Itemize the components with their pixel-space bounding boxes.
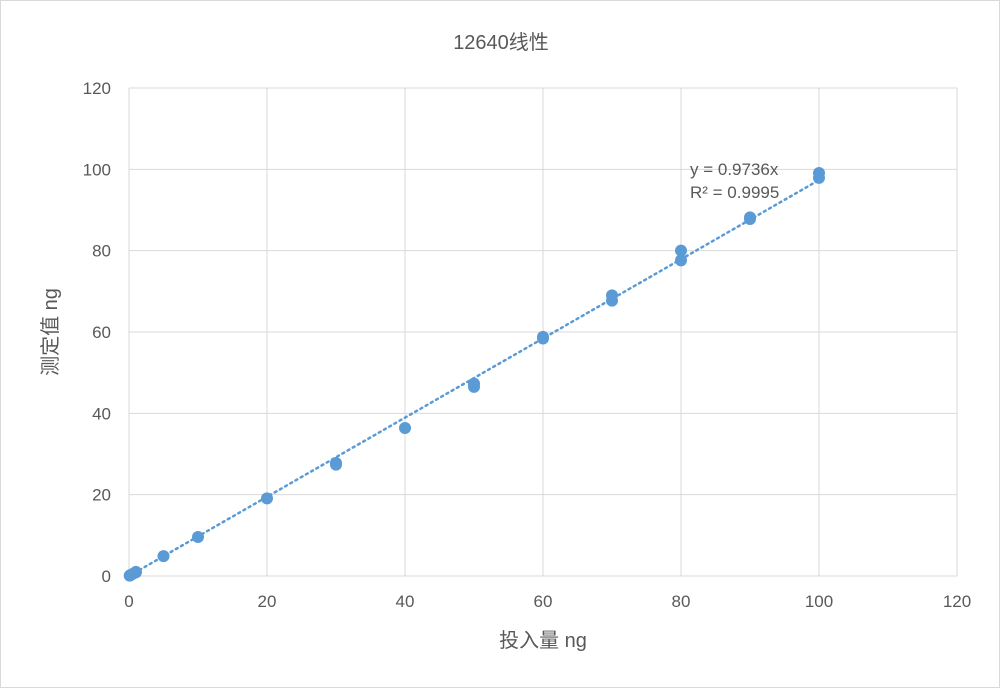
y-tick-label: 80 bbox=[92, 242, 111, 261]
data-point bbox=[606, 294, 618, 307]
y-tick-label: 120 bbox=[83, 79, 111, 98]
x-tick-label: 0 bbox=[124, 592, 133, 611]
x-tick-label: 80 bbox=[672, 592, 691, 611]
x-axis-ticks: 0 20 40 60 80 100 120 bbox=[124, 592, 971, 611]
data-point bbox=[813, 171, 825, 184]
data-point bbox=[537, 332, 549, 345]
trendline-r-squared: R² = 0.9995 bbox=[690, 183, 779, 202]
y-axis-ticks: 0 20 40 60 80 100 120 bbox=[83, 79, 111, 586]
data-point bbox=[744, 212, 756, 225]
data-point bbox=[261, 492, 273, 505]
x-tick-label: 100 bbox=[805, 592, 833, 611]
y-tick-label: 20 bbox=[92, 486, 111, 505]
data-point bbox=[157, 550, 170, 563]
data-point bbox=[675, 244, 687, 257]
x-tick-label: 20 bbox=[258, 592, 277, 611]
y-tick-label: 100 bbox=[83, 160, 111, 179]
data-points bbox=[123, 166, 825, 582]
data-point bbox=[675, 254, 687, 267]
x-tick-label: 60 bbox=[534, 592, 553, 611]
data-point bbox=[192, 530, 204, 543]
x-tick-label: 40 bbox=[396, 592, 415, 611]
y-tick-label: 60 bbox=[92, 323, 111, 342]
chart-title: 12640线性 bbox=[453, 31, 549, 54]
y-tick-label: 40 bbox=[92, 404, 111, 423]
trendline-equation: y = 0.9736x bbox=[690, 160, 779, 179]
data-point bbox=[330, 458, 342, 471]
x-tick-label: 120 bbox=[943, 592, 971, 611]
y-axis-label: 测定值 ng bbox=[39, 288, 62, 376]
x-axis-label: 投入量 ng bbox=[499, 629, 587, 652]
gridlines bbox=[128, 87, 958, 577]
data-point bbox=[399, 421, 411, 434]
data-point bbox=[129, 566, 142, 579]
y-tick-label: 0 bbox=[102, 567, 111, 586]
data-point bbox=[468, 380, 480, 393]
